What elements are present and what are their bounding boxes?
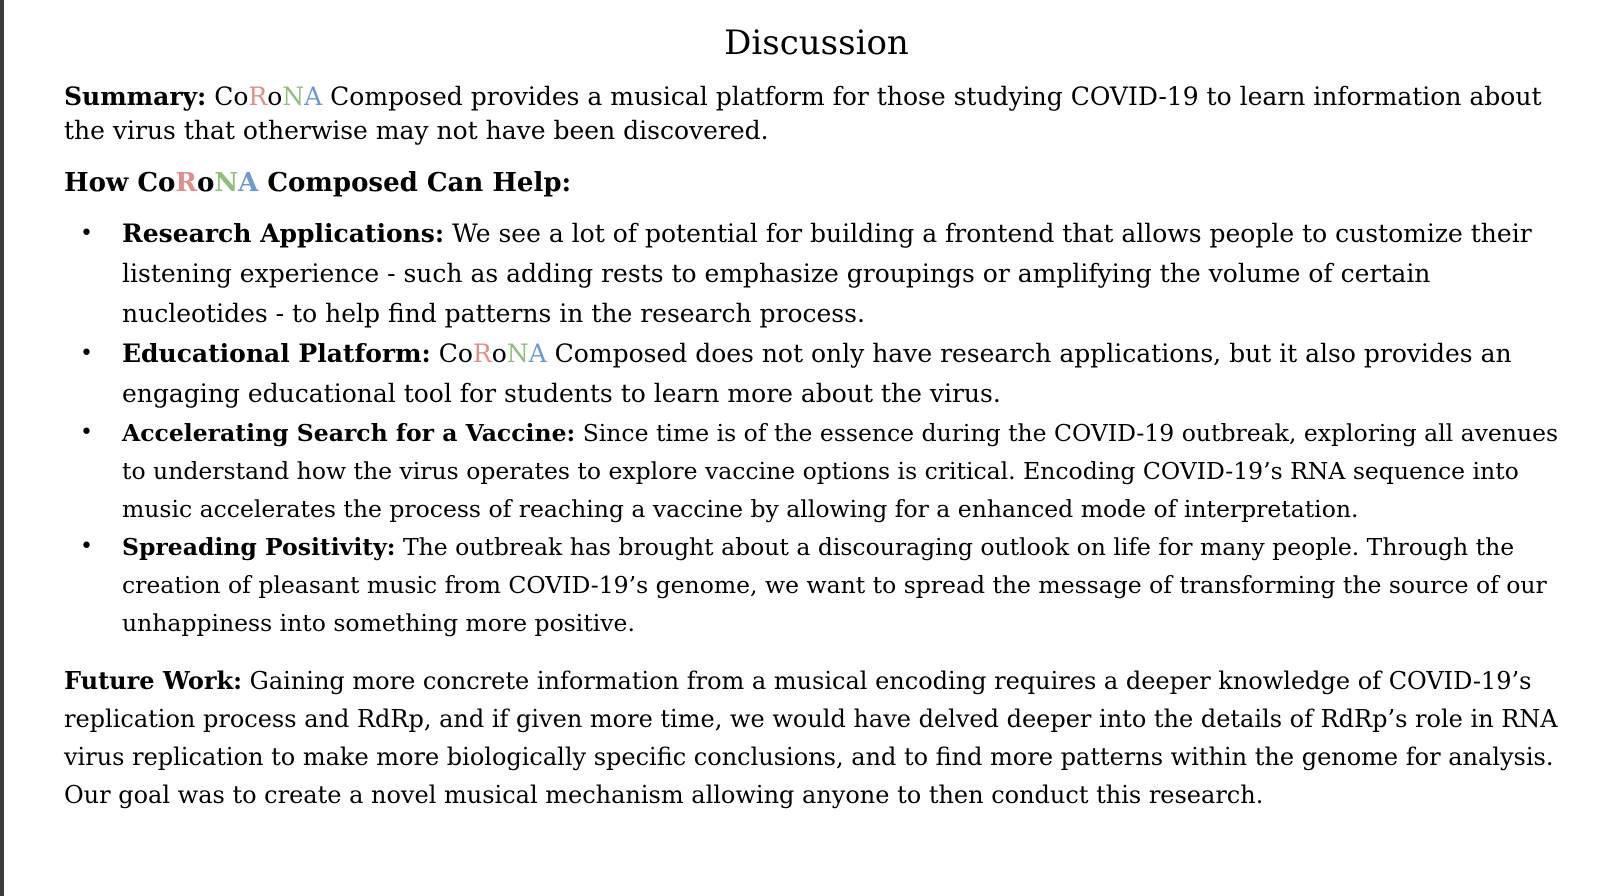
list-item-text: The outbreak has brought about a discour… [122, 533, 1547, 637]
brand-name: CoRoNA Composed [214, 82, 470, 111]
list-item-label: Educational Platform: [122, 339, 431, 368]
brand-name: CoRoNA Composed [137, 168, 417, 198]
brand-suffix: Composed [546, 339, 688, 368]
future-work-text: Gaining more concrete information from a… [64, 667, 1558, 809]
brand-letter: Co [214, 82, 249, 111]
bullet-icon: • [80, 420, 93, 445]
summary-paragraph: Summary: CoRoNA Composed provides a musi… [64, 80, 1569, 148]
brand-letter: A [528, 339, 547, 368]
brand-letter: A [304, 82, 323, 111]
brand-letter: o [267, 82, 283, 111]
brand-letter: R [472, 339, 492, 368]
list-item: • Research Applications: We see a lot of… [64, 214, 1569, 334]
list-item: • Spreading Positivity: The outbreak has… [64, 528, 1569, 642]
benefits-list: • Research Applications: We see a lot of… [64, 214, 1569, 642]
brand-letter: A [238, 168, 259, 198]
section-heading-how-it-helps: How CoRoNA Composed Can Help: [64, 166, 1569, 200]
brand-letter: o [197, 168, 215, 198]
list-item-label: Spreading Positivity: [122, 533, 396, 561]
heading-suffix: Can Help: [426, 168, 572, 198]
brand-letter: o [491, 339, 507, 368]
brand-letter: Co [438, 339, 473, 368]
future-work-label: Future Work: [64, 666, 243, 695]
brand-name: CoRoNA Composed [439, 339, 688, 368]
bullet-icon: • [80, 341, 93, 366]
summary-text: provides a musical platform for those st… [64, 82, 1542, 145]
window-edge [0, 0, 4, 896]
brand-letter: N [282, 82, 305, 111]
brand-letter: Co [137, 168, 176, 198]
document-page: Discussion Summary: CoRoNA Composed prov… [64, 0, 1569, 814]
list-item: • Accelerating Search for a Vaccine: Sin… [64, 414, 1569, 528]
list-item: • Educational Platform: CoRoNA Composed … [64, 334, 1569, 414]
brand-suffix: Composed [322, 82, 463, 111]
brand-letter: R [175, 168, 198, 198]
heading-prefix: How [64, 168, 129, 198]
brand-letter: R [248, 82, 268, 111]
list-item-text: We see a lot of potential for building a… [122, 219, 1532, 328]
list-item-label: Research Applications: [122, 219, 445, 248]
brand-letter: N [506, 339, 529, 368]
list-item-text: does not only have research applications… [122, 339, 1512, 408]
bullet-icon: • [80, 534, 93, 559]
page-title: Discussion [724, 23, 909, 63]
summary-label: Summary: [64, 82, 207, 111]
future-work-paragraph: Future Work: Gaining more concrete infor… [64, 662, 1569, 814]
brand-suffix: Composed [258, 168, 418, 198]
bullet-icon: • [80, 221, 93, 246]
list-item-text: Since time is of the essence during the … [122, 419, 1559, 523]
list-item-label: Accelerating Search for a Vaccine: [122, 419, 576, 447]
brand-letter: N [214, 168, 239, 198]
